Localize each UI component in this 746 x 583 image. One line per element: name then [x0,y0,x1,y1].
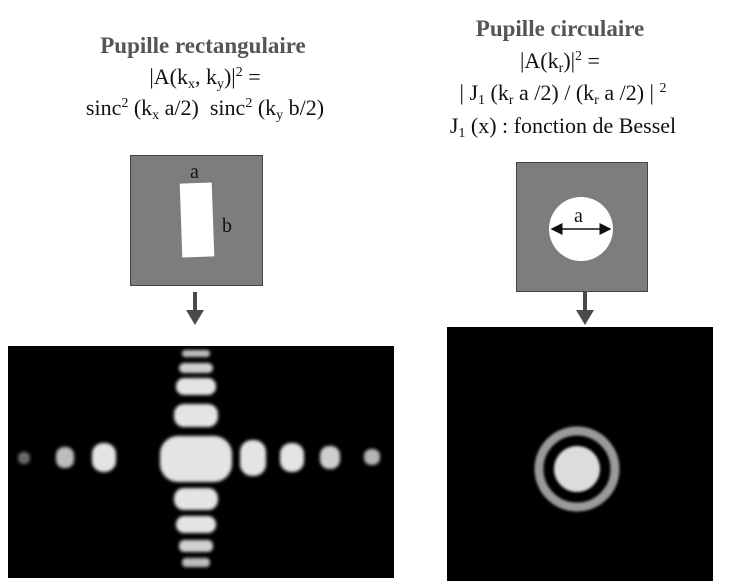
lobe-h [280,443,304,472]
airy-disk [554,446,600,492]
circular-pupil: a [516,162,648,292]
lobe-h [92,443,116,472]
label-a: a [190,161,199,183]
lobe-v [182,558,210,567]
lobe-h [240,440,266,476]
right-formula-line2: | J1 (kr a /2) / (kr a /2) | 2 [459,80,667,108]
lobe-h [364,449,380,465]
circular-diffraction-pattern [447,327,713,581]
lobe-h [18,452,30,464]
lobe-v [176,378,216,395]
lobe-v [174,488,218,510]
right-formula-line3: J1 (x) : fonction de Bessel [449,113,677,141]
lobe-v [179,540,213,552]
lobe-h [56,447,74,468]
left-title: Pupille rectangulaire [100,33,306,58]
right-title: Pupille circulaire [475,16,645,41]
right-formula-line1: |A(kr)|2 = [520,48,600,76]
right-down-arrow-icon [573,292,597,328]
left-formula-line2: sinc2 (kx a/2) sinc2 (ky b/2) [85,95,325,123]
lobe-v [176,516,216,533]
rectangular-diffraction-pattern [8,346,394,578]
label-b: b [222,215,232,237]
central-spot [160,436,232,482]
left-formula-line1: |A(kx, ky)|2 = [149,64,261,92]
airy-ring [534,426,620,512]
lobe-v [174,404,218,427]
label-a-circle: a [574,205,583,227]
left-down-arrow-icon [183,292,207,328]
lobe-h [320,446,340,469]
rectangular-aperture [179,182,215,258]
rectangular-pupil: a b [130,155,263,286]
lobe-v [179,363,213,373]
lobe-v [182,350,210,357]
